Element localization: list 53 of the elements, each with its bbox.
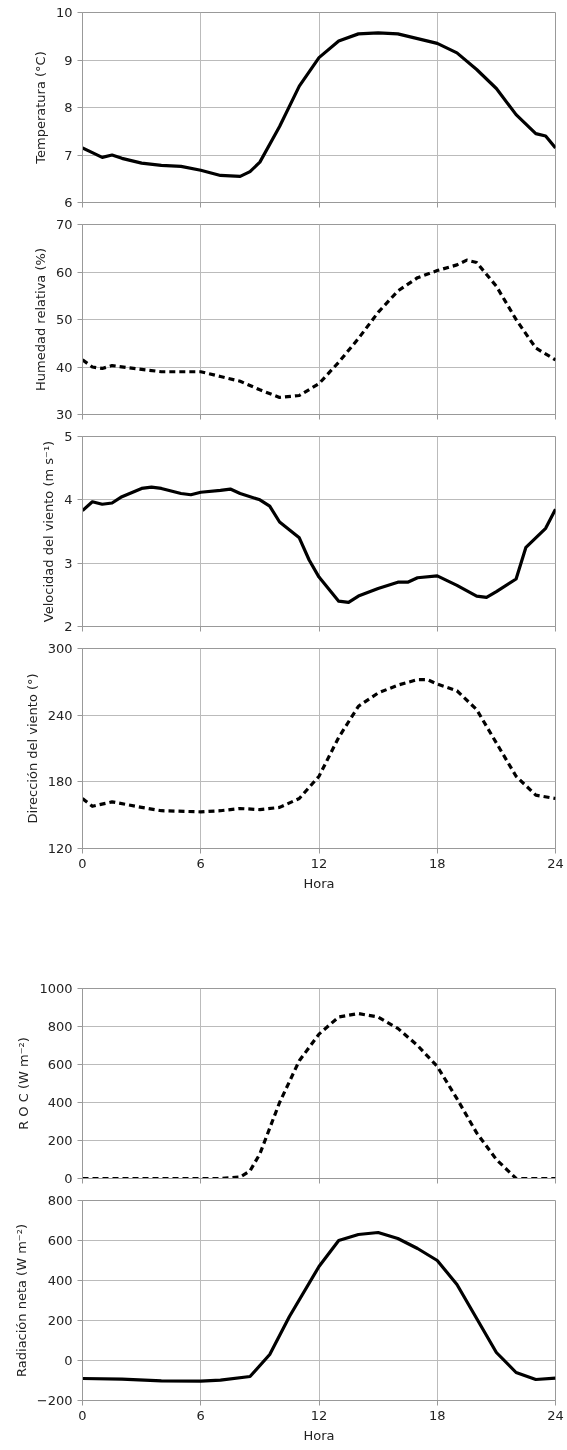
x-tick-label: 6	[196, 855, 205, 871]
x-tick-label: 12	[310, 1407, 328, 1423]
y-tick-label: 10	[55, 5, 73, 20]
y-tick-label: 200	[47, 1313, 73, 1328]
y-axis-title: Velocidad del viento (m s⁻¹)	[41, 440, 57, 623]
y-tick-label: 600	[47, 1233, 73, 1248]
y-tick-label: 240	[47, 707, 73, 723]
y-tick-label: 30	[55, 407, 73, 422]
y-tick-label: 0	[64, 1171, 73, 1186]
y-tick-label: 300	[47, 641, 73, 656]
y-tick-label: 9	[64, 52, 73, 68]
y-axis-title: Radiación neta (W m⁻²)	[13, 1224, 29, 1377]
y-axis-title: R O C (W m⁻²)	[16, 1037, 32, 1130]
x-tick-label: 12	[310, 855, 328, 871]
y-tick-label: 40	[55, 359, 73, 375]
y-tick-label: 60	[55, 264, 73, 280]
x-tick-label: 24	[547, 855, 564, 871]
line-series	[82, 31, 556, 178]
y-tick-label: 600	[47, 1057, 73, 1072]
y-tick-label: 50	[55, 312, 73, 327]
y-tick-label: 6	[64, 195, 73, 210]
line-series	[82, 1230, 556, 1383]
x-tick-label: 6	[196, 1407, 205, 1423]
line-series	[82, 485, 556, 605]
y-tick-label: 180	[47, 774, 73, 790]
line-series	[82, 678, 556, 814]
y-tick-label: 120	[47, 841, 73, 856]
y-tick-label: 1000	[39, 981, 73, 996]
x-tick-label: 0	[78, 855, 87, 871]
y-tick-label: 3	[64, 555, 73, 571]
y-tick-label: −200	[36, 1393, 73, 1408]
y-tick-label: 2	[64, 619, 73, 634]
y-tick-label: 5	[64, 429, 73, 444]
x-axis-title: Hora	[303, 875, 335, 891]
y-axis-title: Dirección del viento (°)	[24, 673, 40, 824]
x-tick-label: 18	[428, 1407, 446, 1423]
y-tick-label: 200	[47, 1133, 73, 1148]
y-tick-label: 70	[55, 217, 73, 232]
y-tick-label: 4	[64, 492, 73, 508]
y-tick-label: 800	[47, 1193, 73, 1208]
x-tick-label: 0	[78, 1407, 87, 1423]
y-tick-label: 7	[64, 147, 73, 163]
x-tick-label: 18	[428, 855, 446, 871]
y-tick-label: 0	[64, 1353, 73, 1368]
y-tick-label: 400	[47, 1273, 73, 1288]
y-tick-label: 800	[47, 1019, 73, 1034]
line-series	[82, 258, 556, 399]
y-axis-title: Temperatura (°C)	[32, 51, 48, 165]
y-tick-label: 400	[47, 1095, 73, 1110]
x-axis-title: Hora	[303, 1427, 335, 1443]
x-tick-label: 24	[547, 1407, 564, 1423]
y-tick-label: 8	[64, 100, 73, 115]
y-axis-title: Humedad relativa (%)	[32, 248, 48, 391]
